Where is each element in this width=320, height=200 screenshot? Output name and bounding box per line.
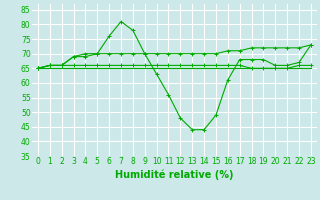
X-axis label: Humidité relative (%): Humidité relative (%): [115, 169, 234, 180]
